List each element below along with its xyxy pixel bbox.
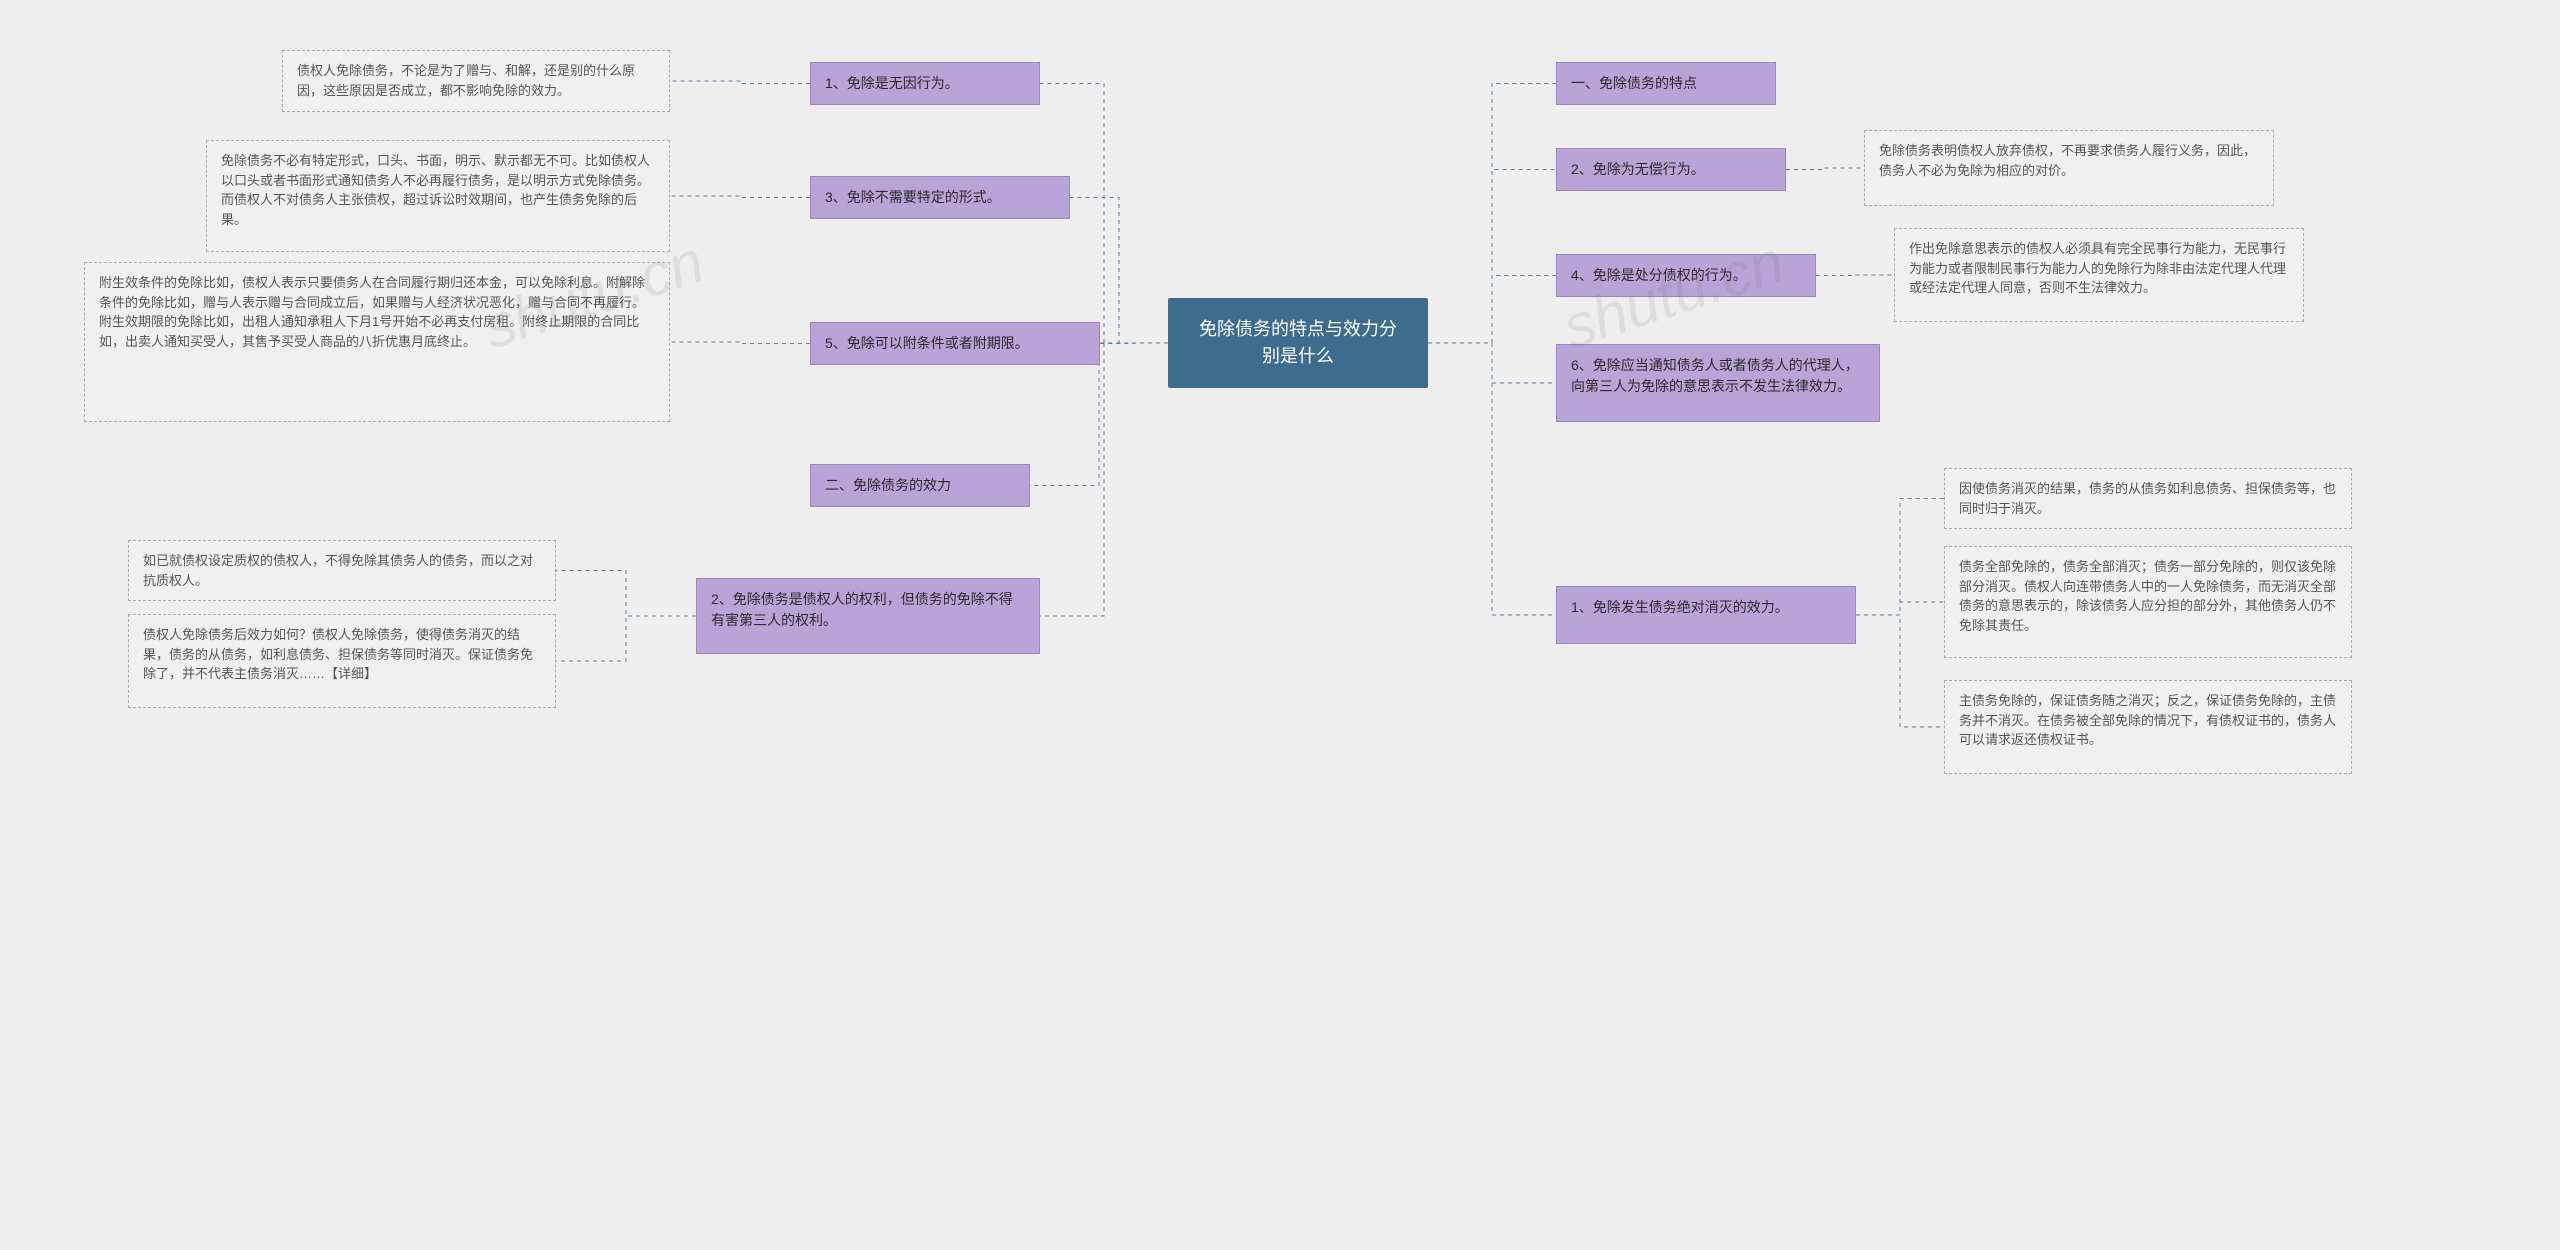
node-l1a: 债权人免除债务，不论是为了赠与、和解，还是别的什么原因，这些原因是否成立，都不影…: [282, 50, 670, 112]
node-l5a: 附生效条件的免除比如，债权人表示只要债务人在合同履行期归还本金，可以免除利息。附…: [84, 262, 670, 422]
node-l2pb: 债权人免除债务后效力如何？债权人免除债务，使得债务消灭的结果，债务的从债务，如利…: [128, 614, 556, 708]
node-rA: 一、免除债务的特点: [1556, 62, 1776, 105]
edge-root-r1: [1428, 343, 1556, 615]
edge-l3-l3a: [670, 196, 810, 198]
node-l2p: 2、免除债务是债权人的权利，但债务的免除不得有害第三人的权利。: [696, 578, 1040, 654]
edge-r1-r1b: [1856, 602, 1944, 615]
node-r1a: 因使债务消灭的结果，债务的从债务如利息债务、担保债务等，也同时归于消灭。: [1944, 468, 2352, 529]
node-l1: 1、免除是无因行为。: [810, 62, 1040, 105]
edge-root-l2p: [1040, 343, 1168, 616]
node-r1c: 主债务免除的，保证债务随之消灭；反之，保证债务免除的，主债务并不消灭。在债务被全…: [1944, 680, 2352, 774]
node-r2a: 免除债务表明债权人放弃债权，不再要求债务人履行义务，因此，债务人不必为免除为相应…: [1864, 130, 2274, 206]
node-r6: 6、免除应当通知债务人或者债务人的代理人，向第三人为免除的意思表示不发生法律效力…: [1556, 344, 1880, 422]
edge-l5-l5a: [670, 342, 810, 344]
edge-root-r2: [1428, 170, 1556, 344]
node-l3: 3、免除不需要特定的形式。: [810, 176, 1070, 219]
node-root: 免除债务的特点与效力分别是什么: [1168, 298, 1428, 388]
node-r1b: 债务全部免除的，债务全部消灭；债务一部分免除的，则仅该免除部分消灭。债权人向连带…: [1944, 546, 2352, 658]
edge-root-rA: [1428, 84, 1556, 344]
edge-root-r6: [1428, 343, 1556, 383]
edge-l2p-l2pa: [556, 571, 696, 617]
node-lB: 二、免除债务的效力: [810, 464, 1030, 507]
node-r4a: 作出免除意思表示的债权人必须具有完全民事行为能力，无民事行为能力或者限制民事行为…: [1894, 228, 2304, 322]
edge-r1-r1c: [1856, 615, 1944, 727]
edge-r2-r2a: [1786, 168, 1864, 170]
node-l5: 5、免除可以附条件或者附期限。: [810, 322, 1100, 365]
edge-l1-l1a: [670, 81, 810, 84]
node-l2pa: 如已就债权设定质权的债权人，不得免除其债务人的债务，而以之对抗质权人。: [128, 540, 556, 601]
edge-root-r4: [1428, 276, 1556, 344]
edge-r4-r4a: [1816, 275, 1894, 276]
node-r4: 4、免除是处分债权的行为。: [1556, 254, 1816, 297]
edge-root-l5: [1100, 343, 1168, 344]
node-l3a: 免除债务不必有特定形式，口头、书面，明示、默示都无不可。比如债权人以口头或者书面…: [206, 140, 670, 252]
edge-r1-r1a: [1856, 499, 1944, 616]
node-r1: 1、免除发生债务绝对消灭的效力。: [1556, 586, 1856, 644]
edge-l2p-l2pb: [556, 616, 696, 661]
node-r2: 2、免除为无偿行为。: [1556, 148, 1786, 191]
